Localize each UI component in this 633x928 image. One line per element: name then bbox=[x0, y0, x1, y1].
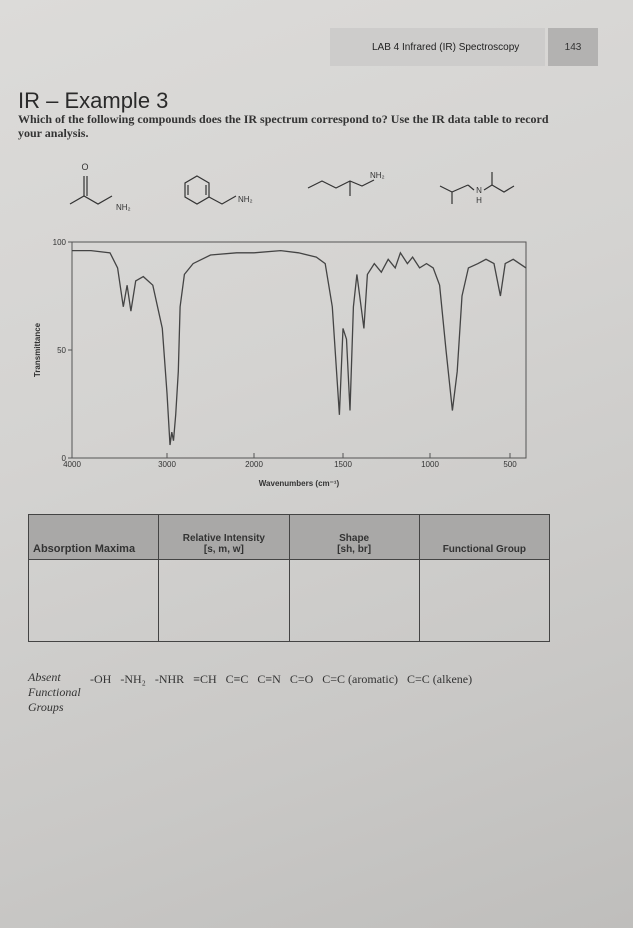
title: IR – Example 3 bbox=[18, 88, 169, 113]
atom-label: NH₂ bbox=[370, 171, 385, 180]
absent-group: ≡CH bbox=[193, 672, 217, 686]
absent-group: C≡N bbox=[257, 672, 281, 686]
x-tick-label: 3000 bbox=[158, 460, 176, 469]
structures bbox=[69, 172, 515, 205]
bond bbox=[439, 184, 469, 193]
atom-label: H bbox=[476, 196, 482, 205]
header-cell: Shape [sh, br] bbox=[288, 514, 420, 560]
header-cell: Relative Intensity [s, m, w] bbox=[158, 514, 290, 560]
bond bbox=[307, 179, 375, 189]
x-axis-label: Wavenumbers (cm⁻¹) bbox=[259, 479, 340, 488]
header-band bbox=[330, 28, 545, 66]
y-tick-label: 0 bbox=[62, 454, 67, 463]
ir-spectrum: 0 50 100 4000 3000 2000 1500 1000 500 Wavenumbers… bbox=[33, 238, 527, 488]
data-table: Absorption Maxima Relative Intensity [s,… bbox=[27, 514, 551, 642]
cell bbox=[158, 559, 290, 642]
absent-group: -OH bbox=[90, 672, 112, 686]
question: Which of the following compounds does th… bbox=[18, 112, 549, 140]
absent-group: C=O bbox=[289, 672, 314, 686]
row bbox=[27, 559, 551, 642]
atom-label: O bbox=[81, 162, 88, 172]
x-tick-label: 1000 bbox=[421, 460, 439, 469]
absent-group: C=C (alkene) bbox=[407, 672, 473, 686]
header-section: LAB 4 Infrared (IR) Spectroscopy bbox=[372, 42, 520, 53]
absent-group: -NHR bbox=[154, 672, 185, 686]
header-cell: Functional Group bbox=[418, 514, 551, 560]
absent-group: C=C (aromatic) bbox=[322, 672, 399, 686]
absent-list: -OH -NH₂ -NHR ≡CH C≡C C≡N C=O C=C (aromatic) C=C… bbox=[90, 672, 472, 687]
atom-label: NH₂ bbox=[116, 203, 131, 212]
bond bbox=[467, 184, 475, 191]
bond bbox=[491, 184, 515, 193]
x-tick-label: 1500 bbox=[334, 460, 352, 469]
y-tick-label: 50 bbox=[57, 346, 66, 355]
x-tick-label: 4000 bbox=[63, 460, 81, 469]
atom-label: NH₂ bbox=[238, 195, 253, 204]
ring bbox=[184, 175, 210, 205]
cell bbox=[288, 559, 420, 642]
header-row: Absorption Maxima Relative Intensity [s,… bbox=[27, 514, 551, 560]
bond bbox=[69, 195, 113, 205]
x-tick-label: 2000 bbox=[245, 460, 263, 469]
absent-group: -NH₂ bbox=[120, 672, 146, 686]
absent-group: C≡C bbox=[225, 672, 249, 686]
plot-frame bbox=[71, 241, 527, 459]
page-number: 143 bbox=[548, 28, 598, 66]
x-tick-label: 500 bbox=[503, 460, 517, 469]
bond bbox=[208, 195, 237, 205]
y-axis-label: Transmittance bbox=[33, 322, 42, 377]
y-tick-label: 100 bbox=[53, 238, 67, 247]
spectrum-line bbox=[72, 249, 527, 446]
header-cell: Absorption Maxima bbox=[27, 514, 160, 560]
bond bbox=[483, 184, 493, 191]
figure: O NH₂ NH₂ NH₂ N H 0 50 100 4000 3000 2000 1500… bbox=[33, 162, 527, 488]
cell bbox=[418, 559, 551, 642]
cell bbox=[27, 559, 160, 642]
atom-label: N bbox=[476, 186, 482, 195]
absent-label: Absent Functional Groups bbox=[28, 670, 81, 714]
